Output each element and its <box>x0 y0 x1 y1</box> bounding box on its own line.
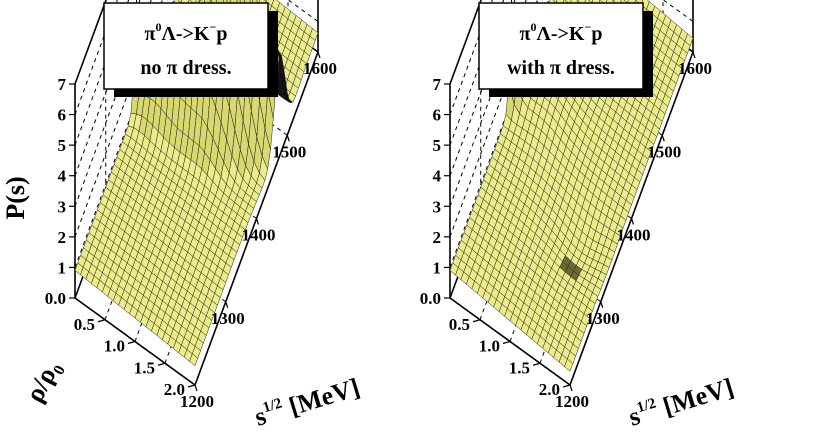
z-ticks: 7 6 5 4 3 2 1 0.0 <box>45 75 75 308</box>
z-tick-label: 7 <box>58 75 67 94</box>
z-tick-label: 0.0 <box>45 289 66 308</box>
z-tick-label: 6 <box>433 106 442 125</box>
chart-subtitle-left: no π dress. <box>140 57 231 79</box>
s-tick-label: 1300 <box>211 309 245 328</box>
z-tick-label: 2 <box>433 228 442 247</box>
s-tick-label: 1400 <box>242 226 276 245</box>
z-tick-label: 5 <box>433 136 442 155</box>
z-tick-label: 7 <box>433 75 442 94</box>
z-tick-label: 4 <box>433 167 442 186</box>
z-tick-label: 0.0 <box>420 289 441 308</box>
z-tick-label: 6 <box>58 106 67 125</box>
z-tick-label: 4 <box>58 167 67 186</box>
s-tick-label: 1600 <box>678 59 712 78</box>
x-axis-label-right: s1/2 [MeV] <box>625 372 737 431</box>
title-box-right: π0Λ->K−p with π dress. <box>478 2 653 97</box>
rho-ticks: 0.5 1.0 1.5 2.0 <box>74 315 196 399</box>
svg-text:s1/2 [MeV]: s1/2 [MeV] <box>251 372 363 431</box>
rho-tick-label: 1.5 <box>134 358 155 377</box>
rho-tick-label: 2.0 <box>164 380 185 399</box>
rho-ticks: 0.5 1.0 1.5 2.0 <box>449 315 571 399</box>
s-tick-label: 1200 <box>180 392 214 411</box>
rho-tick-label: 0.5 <box>74 315 95 334</box>
rho-tick-label: 1.5 <box>509 358 530 377</box>
s-ticks: 1200 1300 1400 1500 1600 <box>555 51 712 411</box>
surface-patch <box>564 358 574 372</box>
s-tick-label: 1500 <box>647 142 681 161</box>
s-tick-label: 1200 <box>555 392 589 411</box>
rho-tick-label: 1.0 <box>104 337 125 356</box>
z-ticks: 7 6 5 4 3 2 1 0.0 <box>420 75 450 308</box>
z-tick-label: 5 <box>58 136 67 155</box>
surface-patch <box>189 353 199 367</box>
z-tick-label: 2 <box>58 228 67 247</box>
rho-tick-label: 2.0 <box>539 380 560 399</box>
z-tick-label: 1 <box>58 258 67 277</box>
s-tick-label: 1400 <box>617 226 651 245</box>
s-tick-label: 1300 <box>586 309 620 328</box>
z-tick-label: 3 <box>58 197 67 216</box>
z-tick-label: 3 <box>433 197 442 216</box>
s-tick-label: 1500 <box>272 142 306 161</box>
y-axis-label-left: ρ/ρ0 <box>20 355 69 409</box>
surface-patch <box>198 0 202 2</box>
title-box-left: π0Λ->K−p no π dress. <box>103 2 278 97</box>
chart-subtitle-right: with π dress. <box>507 57 615 79</box>
svg-text:s1/2 [MeV]: s1/2 [MeV] <box>625 372 737 431</box>
z-axis-label: P(s) <box>1 176 30 219</box>
s-ticks: 1200 1300 1400 1500 1600 <box>180 51 337 411</box>
chart-title-right: π0Λ->K−p <box>520 20 603 45</box>
x-axis-label-left: s1/2 [MeV] <box>251 372 363 431</box>
rho-tick-label: 1.0 <box>479 337 500 356</box>
rho-tick-label: 0.5 <box>449 315 470 334</box>
z-tick-label: 1 <box>433 258 442 277</box>
s-tick-label: 1600 <box>303 59 337 78</box>
svg-text:ρ/ρ0: ρ/ρ0 <box>20 355 69 409</box>
chart-title-left: π0Λ->K−p <box>145 20 228 45</box>
